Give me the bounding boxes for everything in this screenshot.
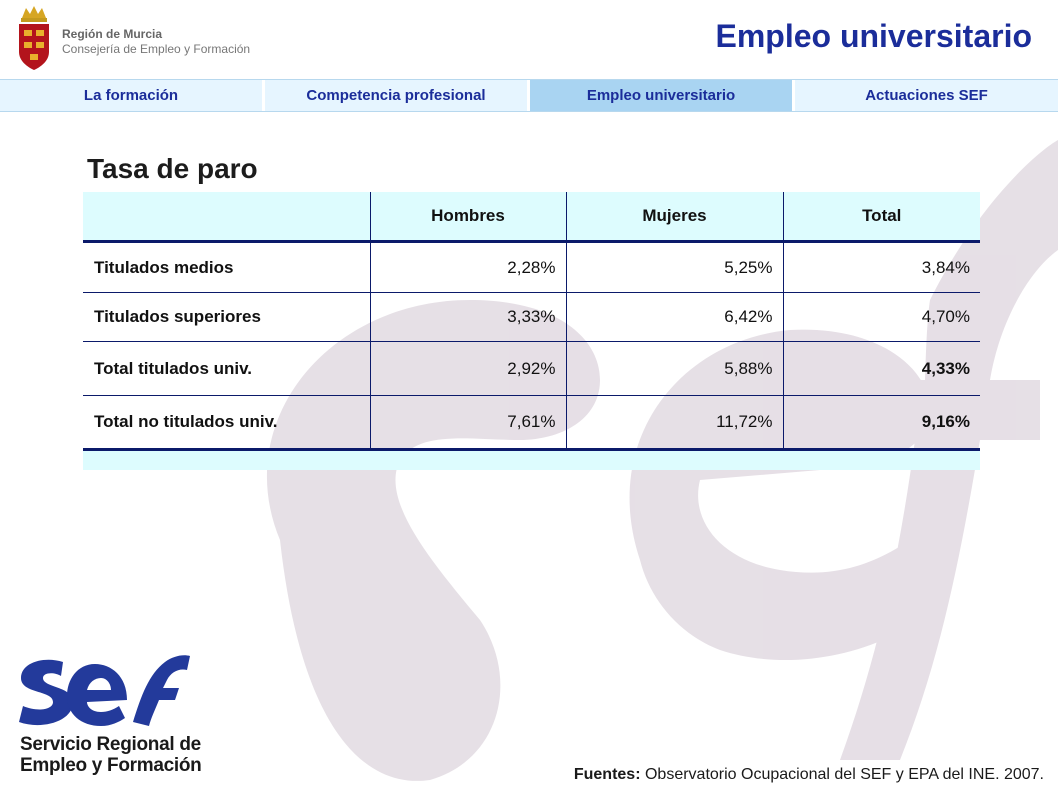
table-footer-strip — [83, 451, 980, 470]
table-row: Titulados medios 2,28% 5,25% 3,84% — [83, 241, 980, 293]
section-title: Tasa de paro — [87, 153, 258, 184]
cell-mujeres: 6,42% — [565, 292, 783, 342]
sources-label: Fuentes: — [573, 766, 641, 783]
sef-logo: Servicio Regional de Empleo y Formación — [15, 650, 215, 776]
table-header-row: Hombres Mujeres Total — [83, 192, 980, 243]
region-name: Región de Murcia — [62, 27, 163, 41]
cell-hombres: 2,92% — [369, 341, 566, 396]
sources-text: Observatorio Ocupacional del SEF y EPA d… — [644, 766, 1044, 783]
cell-total: 4,33% — [782, 341, 980, 396]
tab-competencia-profesional[interactable]: Competencia profesional — [265, 80, 530, 111]
sef-logo-line2: Empleo y Formación — [20, 755, 202, 776]
murcia-crest-icon — [19, 6, 49, 70]
unemployment-table: Hombres Mujeres Total Titulados medios 2… — [83, 192, 980, 470]
tab-empleo-universitario[interactable]: Empleo universitario — [530, 80, 795, 111]
row-label: Titulados medios — [83, 241, 370, 293]
cell-hombres: 3,33% — [369, 292, 566, 342]
column-header-total: Total — [782, 192, 980, 243]
cell-mujeres: 5,88% — [565, 341, 783, 396]
cell-total: 3,84% — [782, 241, 980, 293]
sef-logo-line1: Servicio Regional de — [20, 734, 201, 755]
table-row: Titulados superiores 3,33% 6,42% 4,70% — [83, 292, 980, 342]
cell-mujeres: 11,72% — [565, 395, 783, 451]
column-header-hombres: Hombres — [369, 192, 566, 243]
table-row: Total no titulados univ. 7,61% 11,72% 9,… — [83, 395, 980, 451]
column-header-empty — [83, 192, 370, 243]
page-title: Empleo universitario — [715, 18, 1032, 54]
cell-hombres: 7,61% — [369, 395, 566, 451]
row-label: Total titulados univ. — [83, 341, 370, 396]
tab-la-formacion[interactable]: La formación — [0, 80, 265, 111]
row-label: Titulados superiores — [83, 292, 370, 342]
sef-logo-icon — [19, 655, 190, 726]
tab-bar: La formación Competencia profesional Emp… — [0, 79, 1058, 112]
cell-total: 4,70% — [782, 292, 980, 342]
tab-actuaciones-sef[interactable]: Actuaciones SEF — [865, 87, 988, 104]
row-label: Total no titulados univ. — [83, 395, 370, 451]
region-logo: Región de Murcia Consejería de Empleo y … — [14, 4, 254, 74]
column-header-mujeres: Mujeres — [565, 192, 783, 243]
region-department: Consejería de Empleo y Formación — [62, 42, 251, 56]
cell-hombres: 2,28% — [369, 241, 566, 293]
sources-note: Fuentes: Observatorio Ocupacional del SE… — [574, 766, 1044, 784]
cell-mujeres: 5,25% — [565, 241, 783, 293]
table-row: Total titulados univ. 2,92% 5,88% 4,33% — [83, 341, 980, 396]
cell-total: 9,16% — [782, 395, 980, 451]
